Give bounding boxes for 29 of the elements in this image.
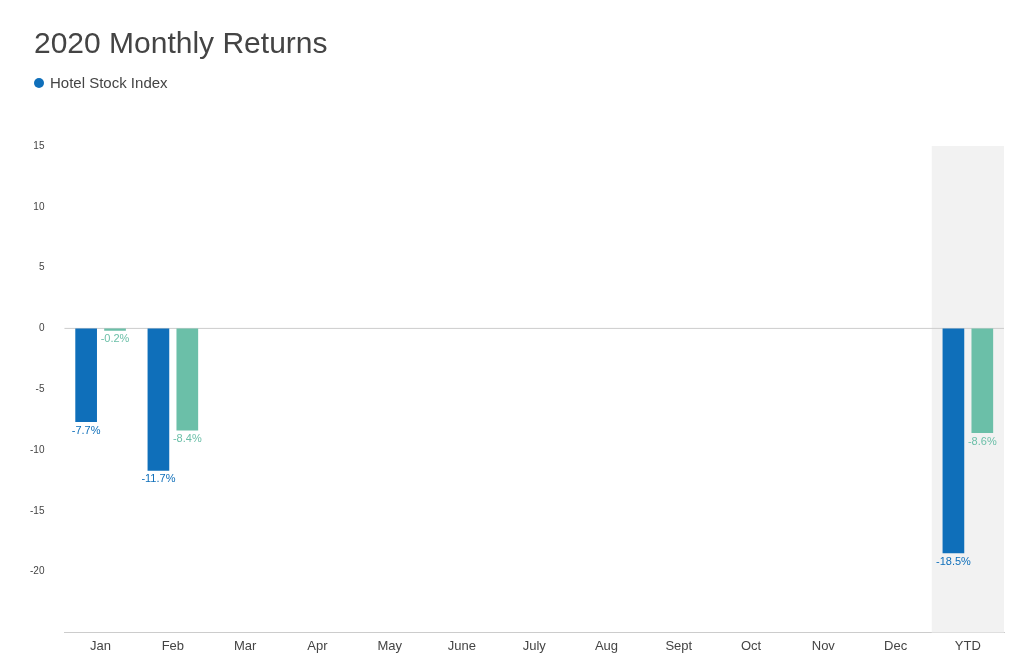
x-tick-label: Jan	[90, 637, 112, 653]
y-tick-label: 15	[33, 139, 45, 151]
y-tick-label: -15	[30, 504, 45, 516]
x-tick-label: Mar	[233, 637, 257, 653]
data-label: -8.6%	[967, 434, 997, 447]
x-tick-label: Feb	[161, 637, 185, 653]
y-tick-label: -10	[30, 443, 45, 455]
y-tick-label: -20	[30, 565, 45, 577]
chart-title: 2020 Monthly Returns	[34, 26, 328, 60]
data-label: -18.5%	[935, 554, 972, 567]
x-tick-label: Oct	[740, 637, 762, 653]
x-tick-label: Dec	[884, 637, 908, 653]
x-tick-label: May	[377, 637, 403, 653]
x-tick-label: Nov	[811, 637, 836, 653]
y-tick-label: 0	[38, 322, 45, 334]
x-tick-label: Sept	[665, 637, 693, 653]
y-tick-label: -5	[35, 382, 45, 394]
legend-label: Hotel Stock Index	[49, 74, 168, 91]
x-tick-label: Aug	[594, 637, 619, 653]
data-label: -7.7%	[71, 423, 101, 436]
data-label: -11.7%	[141, 472, 176, 485]
data-label: -0.2%	[100, 332, 130, 345]
y-tick-label: 5	[38, 261, 45, 273]
data-label: -8.4%	[172, 432, 202, 445]
y-tick-label: 10	[33, 200, 45, 212]
x-tick-label: Apr	[307, 637, 329, 653]
x-tick-label: YTD	[954, 637, 981, 653]
x-tick-label: June	[447, 637, 477, 653]
x-tick-label: July	[522, 637, 547, 653]
